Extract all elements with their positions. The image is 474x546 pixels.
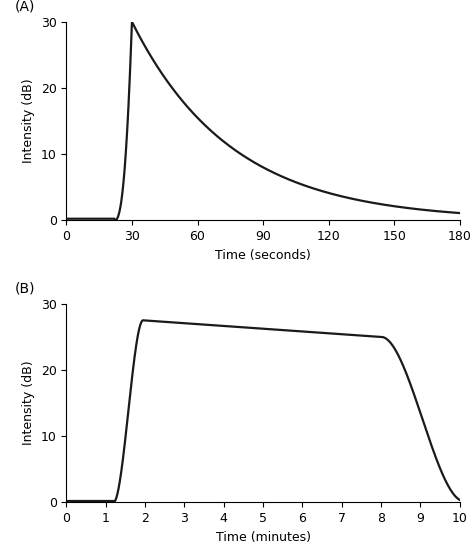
Text: (B): (B) — [15, 282, 36, 296]
X-axis label: Time (minutes): Time (minutes) — [216, 531, 310, 544]
Y-axis label: Intensity (dB): Intensity (dB) — [22, 79, 35, 163]
Y-axis label: Intensity (dB): Intensity (dB) — [22, 361, 35, 446]
Text: (A): (A) — [15, 0, 36, 14]
X-axis label: Time (seconds): Time (seconds) — [215, 248, 311, 262]
